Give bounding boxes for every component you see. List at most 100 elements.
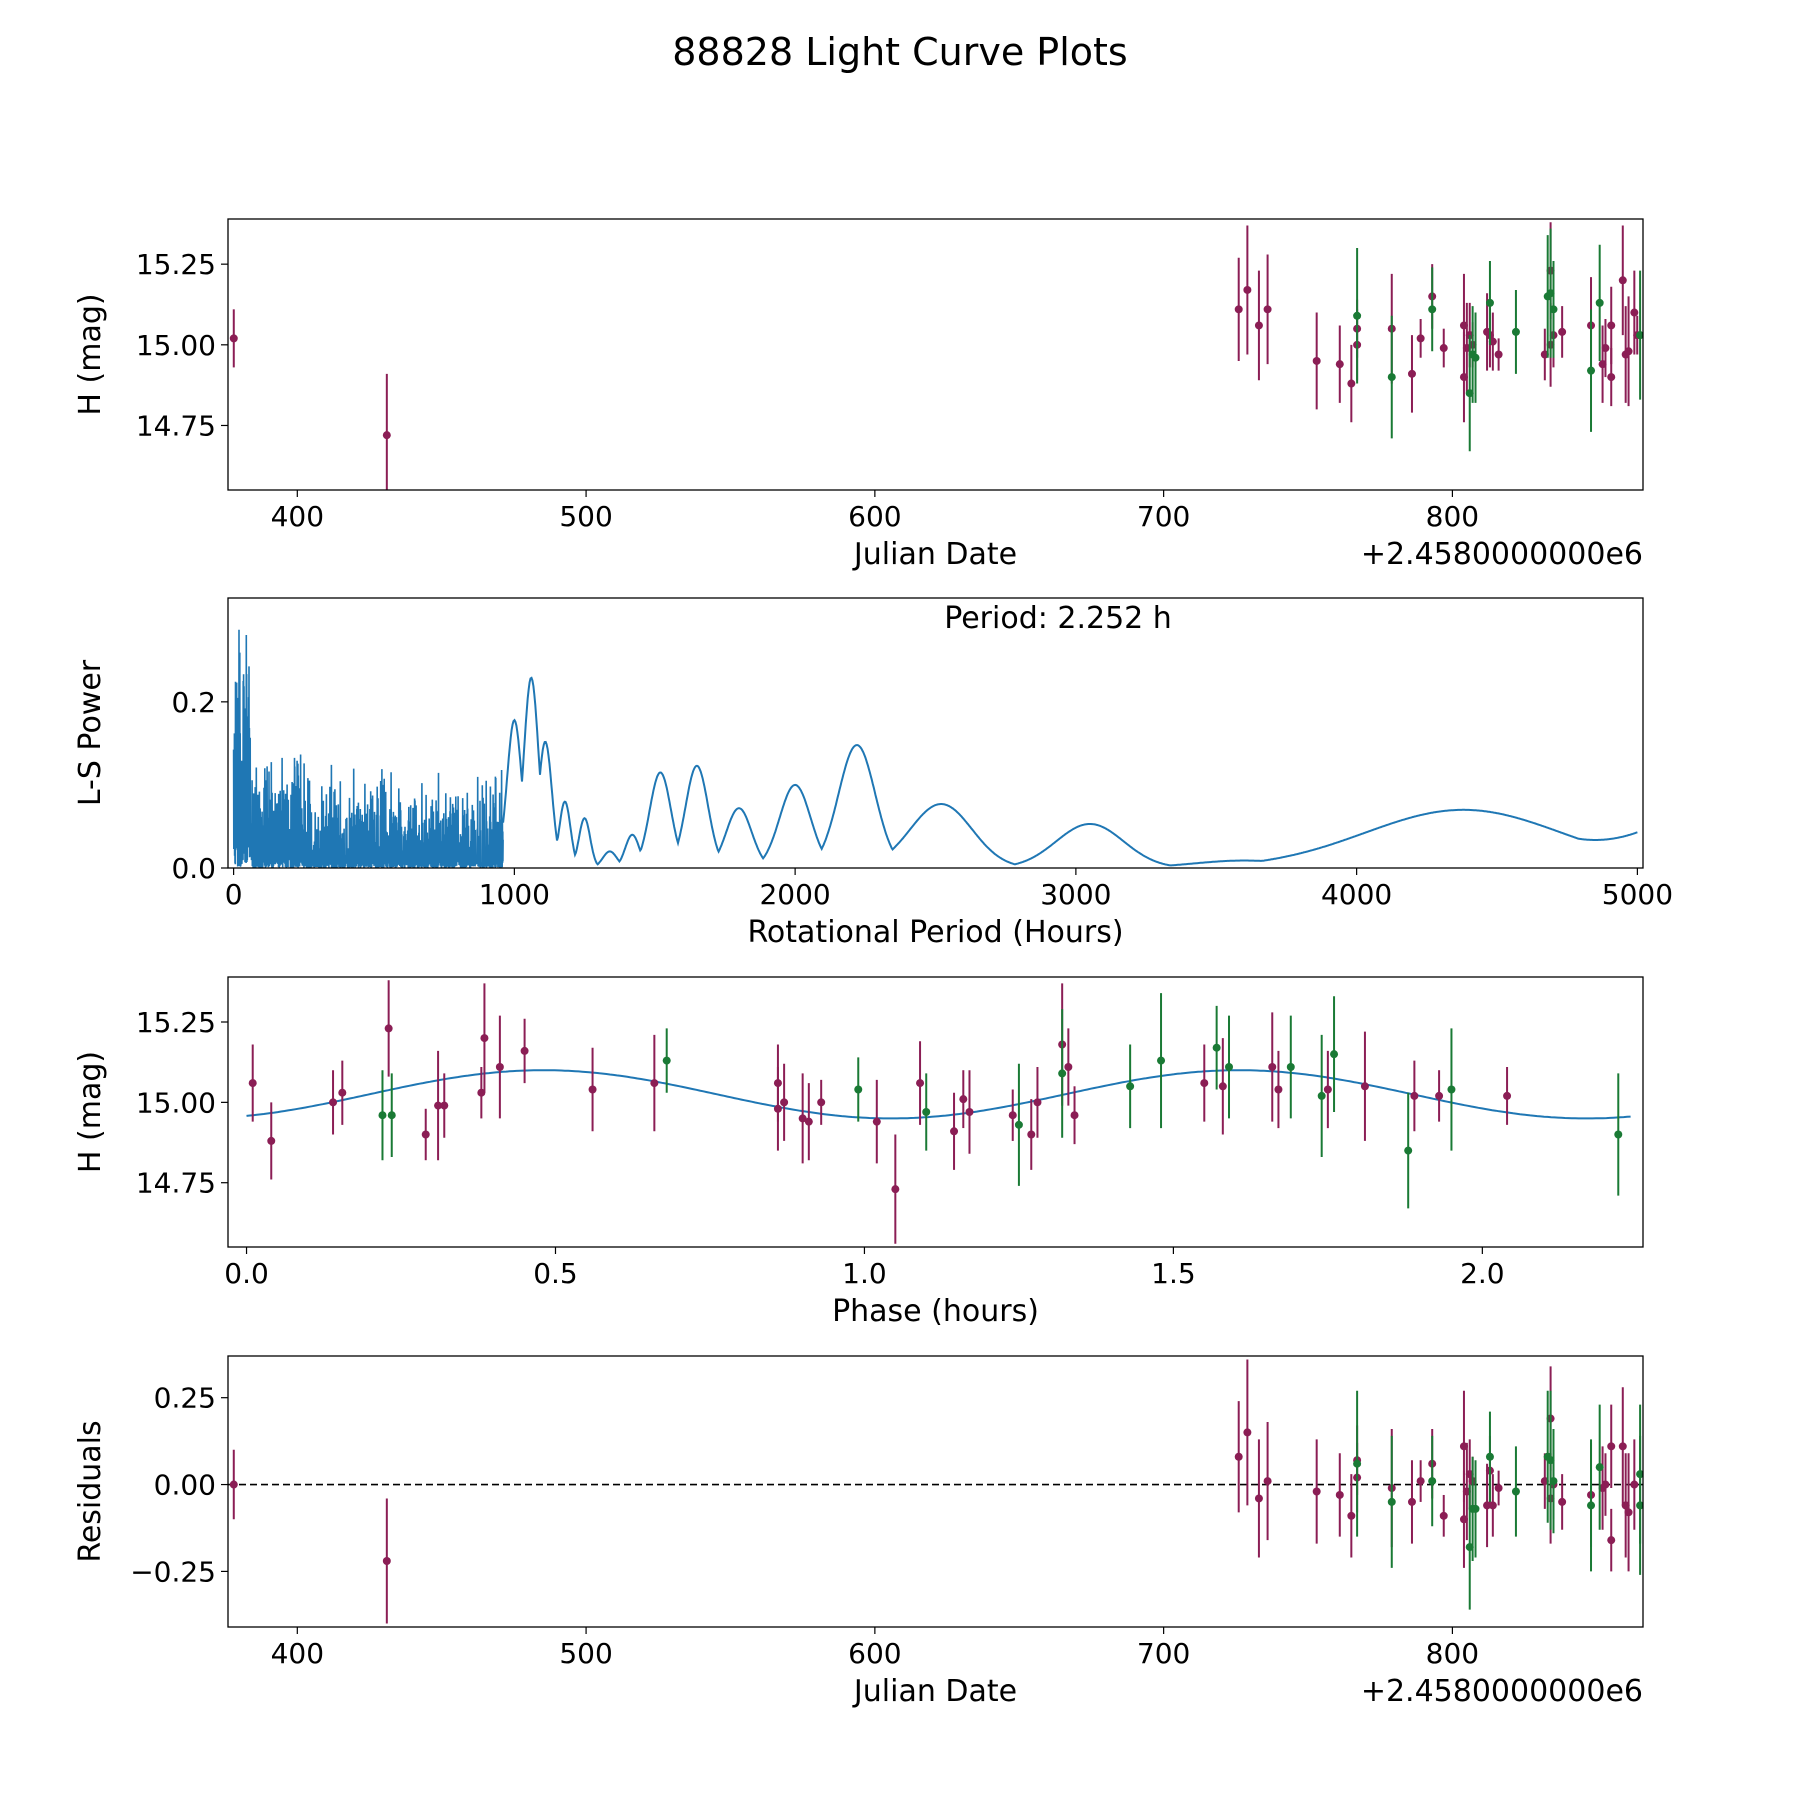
phased-point-r xyxy=(338,1088,347,1097)
periodogram-xtick-label: 0 xyxy=(225,878,243,911)
residuals-point-r xyxy=(1558,1497,1567,1506)
phased-point-r xyxy=(959,1095,968,1104)
residuals-point-g xyxy=(1595,1463,1604,1472)
phased-point-r xyxy=(588,1085,597,1094)
phased-point-r xyxy=(477,1088,486,1097)
lc-point-g xyxy=(1485,298,1494,307)
phased-point-r xyxy=(480,1034,489,1043)
lc-point-r xyxy=(1601,344,1610,353)
residuals-point-r xyxy=(1234,1452,1243,1461)
lc-xtick-label: 700 xyxy=(1137,500,1190,533)
residuals-point-r xyxy=(1407,1497,1416,1506)
phased-point-g xyxy=(1212,1043,1221,1052)
lc-point-r xyxy=(1607,321,1616,330)
lc-point-g xyxy=(1387,373,1396,382)
residuals-point-r xyxy=(229,1480,238,1489)
lc-point-r xyxy=(1607,373,1616,382)
phased-point-g xyxy=(387,1111,396,1120)
phased-plot-area xyxy=(246,980,1631,1244)
phased-point-g xyxy=(1286,1063,1295,1071)
phased-xtick-label: 0.5 xyxy=(533,1257,578,1290)
residuals-point-r xyxy=(1254,1494,1263,1503)
lc-xtick-label: 800 xyxy=(1426,500,1479,533)
phased-point-r xyxy=(1435,1091,1444,1100)
periodogram-xtick-label: 2000 xyxy=(759,878,830,911)
periodogram-ytick-label: 0.0 xyxy=(171,852,216,885)
panel-periodogram: 0 1000 2000 3000 4000 5000 0.0 0.2 Rotational Pe… xyxy=(73,597,1673,950)
panel-residuals: 400 500 600 700 800 −0.25 0.00 0.25 Julian Date R… xyxy=(73,1355,1644,1709)
phased-point-r xyxy=(1033,1098,1042,1107)
periodogram-xtick-label: 4000 xyxy=(1321,878,1392,911)
lc-point-r xyxy=(1243,285,1252,294)
residuals-point-g xyxy=(1428,1477,1437,1486)
periodogram-xtick-label: 1000 xyxy=(479,878,550,911)
residuals-point-r xyxy=(1601,1480,1610,1489)
phased-point-r xyxy=(1323,1085,1332,1094)
lc-point-g xyxy=(1353,311,1362,320)
lc-point-r xyxy=(1630,308,1639,317)
residuals-xtick-label: 600 xyxy=(848,1637,901,1670)
phased-point-r xyxy=(1064,1063,1073,1071)
residuals-point-g xyxy=(1387,1497,1396,1506)
phased-point-r xyxy=(950,1127,959,1136)
residuals-point-r xyxy=(1607,1536,1616,1545)
lc-point-r xyxy=(1494,350,1503,359)
phased-xtick-label: 0.0 xyxy=(224,1257,269,1290)
panel-lc: 400 500 600 700 800 14.75 15.00 15.25 Julian Dat… xyxy=(73,218,1644,572)
residuals-offset-label: +2.4580000000e6 xyxy=(1361,1674,1643,1709)
lc-point-r xyxy=(1618,276,1627,285)
phased-point-g xyxy=(1014,1120,1023,1129)
periodogram-ylabel: L-S Power xyxy=(73,659,108,806)
phased-point-g xyxy=(854,1085,863,1094)
phased-point-r xyxy=(434,1101,443,1110)
lc-point-g xyxy=(1511,327,1520,336)
phased-point-r xyxy=(1200,1079,1209,1088)
phased-point-r xyxy=(650,1079,659,1088)
residuals-ytick-label: 0.00 xyxy=(154,1469,216,1502)
phased-ytick-label: 14.75 xyxy=(136,1167,216,1200)
periodogram-annotation: Period: 2.252 h xyxy=(944,601,1172,636)
residuals-point-g xyxy=(1485,1452,1494,1461)
residuals-point-g xyxy=(1511,1487,1520,1496)
phased-point-g xyxy=(1058,1069,1067,1078)
residuals-plot-area xyxy=(228,1359,1643,1624)
phased-frame xyxy=(227,976,1644,1248)
residuals-point-r xyxy=(1416,1477,1425,1486)
phased-xlabel: Phase (hours) xyxy=(832,1294,1039,1329)
residuals-frame xyxy=(227,1355,1644,1628)
phased-point-r xyxy=(1503,1091,1512,1100)
residuals-point-r xyxy=(1243,1428,1252,1437)
lc-point-g xyxy=(1471,353,1480,362)
phased-point-r xyxy=(891,1185,900,1194)
lc-ytick-label: 14.75 xyxy=(136,409,216,442)
residuals-point-r xyxy=(1488,1501,1497,1510)
residuals-point-r xyxy=(1335,1490,1344,1499)
lc-point-r xyxy=(1263,305,1272,314)
lc-ylabel: H (mag) xyxy=(73,293,108,415)
periodogram-plot-area xyxy=(232,629,1638,868)
panel-phased: 0.0 0.5 1.0 1.5 2.0 14.75 15.00 15.25 Phase (hou… xyxy=(73,976,1644,1329)
lc-point-g xyxy=(1549,305,1558,314)
phased-point-g xyxy=(1317,1091,1326,1100)
phased-point-r xyxy=(267,1136,276,1145)
lc-point-r xyxy=(229,334,238,343)
phased-point-g xyxy=(1614,1130,1623,1139)
lc-point-r xyxy=(1439,344,1448,353)
residuals-point-g xyxy=(1471,1504,1480,1513)
residuals-xtick-label: 800 xyxy=(1426,1637,1479,1670)
periodogram-frame xyxy=(227,597,1644,869)
residuals-point-r xyxy=(382,1556,391,1565)
phased-ylabel: H (mag) xyxy=(73,1051,108,1173)
phased-point-g xyxy=(1404,1146,1413,1155)
lc-offset-label: +2.4580000000e6 xyxy=(1361,537,1643,572)
phased-point-r xyxy=(1008,1111,1017,1120)
phased-model-curve xyxy=(246,1069,1631,1120)
phased-point-g xyxy=(1447,1085,1456,1094)
phased-point-g xyxy=(922,1108,931,1116)
phased-point-r xyxy=(817,1098,826,1107)
phased-point-g xyxy=(1330,1050,1339,1059)
phased-point-r xyxy=(495,1063,504,1071)
lc-plot-area xyxy=(229,222,1643,490)
phased-point-g xyxy=(1225,1063,1234,1071)
